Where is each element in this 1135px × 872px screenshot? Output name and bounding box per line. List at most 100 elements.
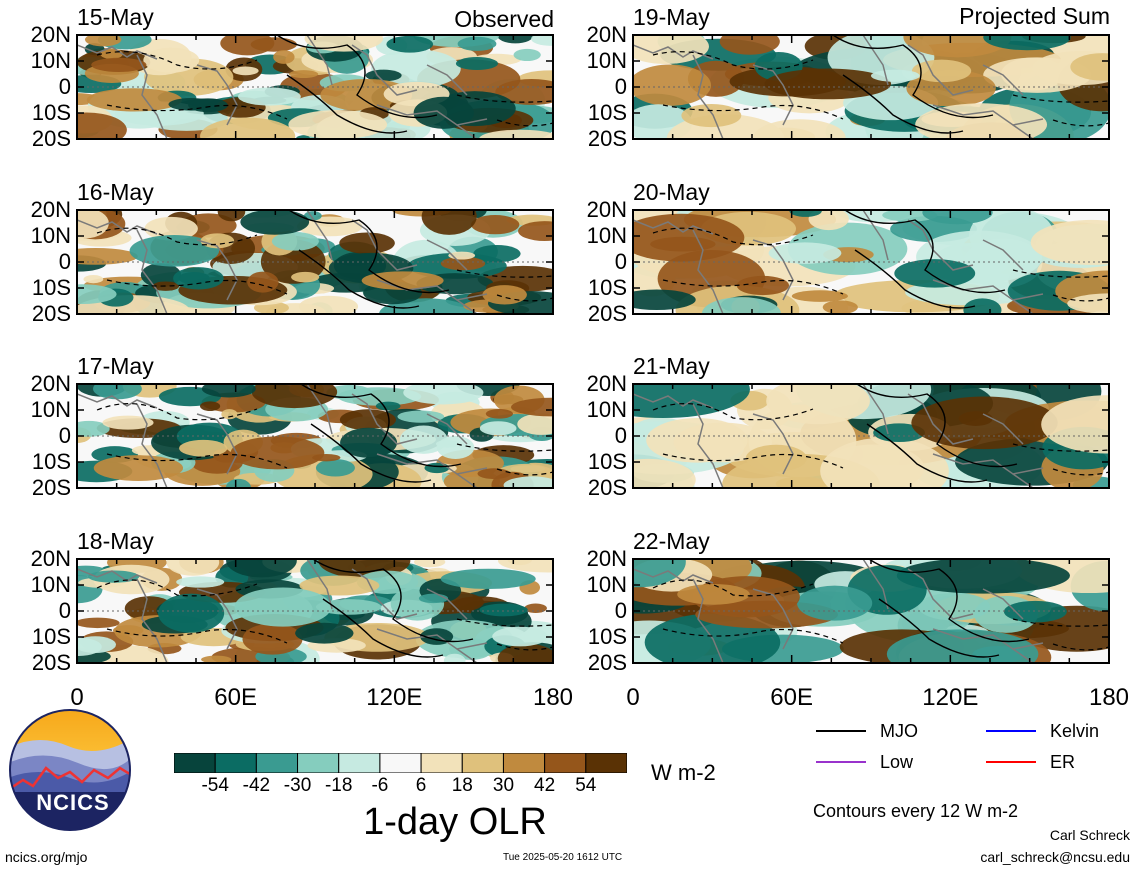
olr-anomaly-blob bbox=[1030, 219, 1109, 265]
olr-anomaly-blob bbox=[83, 275, 104, 284]
coastline bbox=[862, 384, 889, 435]
olr-anomaly-blob bbox=[894, 259, 976, 288]
legend-swatch bbox=[816, 730, 866, 732]
olr-anomaly-blob bbox=[221, 409, 238, 420]
colorbar-swatch bbox=[297, 753, 340, 773]
negative-contour bbox=[106, 628, 288, 644]
olr-map-panel bbox=[76, 383, 554, 489]
olr-anomaly-blob bbox=[820, 437, 949, 488]
coastline bbox=[932, 453, 1044, 475]
olr-anomaly-blob bbox=[736, 275, 789, 296]
olr-anomaly-blob bbox=[77, 617, 120, 629]
y-tick-label: 20S bbox=[31, 475, 71, 500]
coastline bbox=[426, 588, 468, 620]
olr-anomaly-blob bbox=[479, 129, 553, 139]
x-tick-label: 180 bbox=[532, 684, 574, 711]
y-tick-label: 0 bbox=[58, 74, 71, 99]
coastline bbox=[77, 219, 158, 235]
coastline bbox=[136, 578, 168, 663]
olr-anomaly-blob bbox=[84, 35, 122, 47]
y-tick-label: 20S bbox=[31, 301, 71, 326]
olr-anomaly-blob bbox=[271, 232, 319, 251]
mjo-contour bbox=[842, 74, 964, 134]
olr-anomaly-blob bbox=[421, 210, 477, 235]
y-tick-label: 10S bbox=[31, 624, 71, 649]
olr-anomaly-blob bbox=[220, 35, 275, 56]
olr-anomaly-blob bbox=[473, 244, 521, 263]
coastline bbox=[136, 229, 168, 314]
panel-date-label: 15-May bbox=[77, 4, 154, 30]
panel-date-label: 19-May bbox=[633, 4, 710, 30]
negative-contour bbox=[1052, 643, 1109, 651]
olr-anomaly-blob bbox=[436, 435, 475, 460]
panel-date-label: 16-May bbox=[77, 179, 154, 205]
negative-contour bbox=[662, 279, 844, 295]
mjo-contour bbox=[298, 249, 420, 309]
olr-anomaly-blob bbox=[455, 57, 499, 70]
colorbar-label: 18 bbox=[451, 775, 473, 796]
mjo-contour bbox=[310, 423, 432, 483]
coastline bbox=[196, 413, 238, 475]
y-tick-label: 10N bbox=[30, 48, 71, 73]
y-tick-label: 0 bbox=[58, 598, 71, 623]
panel-date-label: 21-May bbox=[633, 353, 710, 379]
y-tick-label: 20N bbox=[586, 22, 627, 47]
coastline bbox=[306, 384, 333, 435]
coastline bbox=[692, 54, 724, 139]
negative-contour bbox=[662, 628, 844, 644]
olr-anomaly-blob bbox=[511, 397, 553, 417]
legend-swatch bbox=[986, 730, 1036, 732]
olr-map-panel bbox=[632, 558, 1110, 664]
olr-anomaly-blob bbox=[77, 420, 110, 437]
olr-anomaly-blob bbox=[397, 410, 445, 423]
olr-anomaly-blob bbox=[886, 629, 1039, 663]
olr-anomaly-blob bbox=[503, 476, 553, 488]
colorbar-label: 42 bbox=[534, 775, 556, 796]
olr-anomaly-blob bbox=[77, 284, 117, 305]
olr-anomaly-blob bbox=[457, 36, 497, 51]
olr-anomaly-blob bbox=[91, 57, 147, 73]
olr-anomaly-blob bbox=[200, 401, 221, 411]
olr-map-panel bbox=[632, 34, 1110, 140]
olr-anomaly-blob bbox=[144, 216, 198, 241]
y-tick-label: 10S bbox=[587, 100, 627, 125]
coastline bbox=[77, 568, 158, 584]
olr-anomaly-blob bbox=[915, 103, 1047, 139]
colorbar-label: -30 bbox=[283, 775, 312, 796]
coastline bbox=[136, 403, 168, 488]
coastline bbox=[752, 239, 794, 301]
author-name: Carl Schreck bbox=[1049, 827, 1130, 843]
olr-anomaly-blob bbox=[633, 289, 696, 310]
olr-anomaly-blob bbox=[497, 643, 553, 663]
y-tick-label: 0 bbox=[614, 249, 627, 274]
colorbar-swatch bbox=[174, 753, 216, 773]
contour-note: Contours every 12 W m-2 bbox=[813, 801, 1019, 821]
coastline bbox=[633, 393, 714, 409]
olr-anomaly-blob bbox=[200, 233, 235, 249]
y-tick-label: 20N bbox=[30, 371, 71, 396]
olr-anomaly-blob bbox=[403, 384, 484, 405]
olr-anomaly-blob bbox=[291, 271, 320, 283]
olr-anomaly-blob bbox=[753, 119, 846, 139]
colorbar-label: -6 bbox=[371, 775, 389, 796]
olr-anomaly-blob bbox=[289, 70, 319, 79]
coastline bbox=[752, 64, 794, 126]
olr-anomaly-blob bbox=[77, 247, 138, 265]
mjo-contour bbox=[868, 559, 1030, 643]
y-tick-label: 0 bbox=[58, 423, 71, 448]
negative-contour bbox=[496, 468, 553, 476]
chart-title: 1-day OLR bbox=[363, 801, 547, 843]
y-tick-label: 20S bbox=[31, 126, 71, 151]
x-tick-label: 180 bbox=[1088, 684, 1130, 711]
negative-contour bbox=[1052, 294, 1109, 302]
olr-anomaly-blob bbox=[497, 559, 553, 573]
mjo-contour bbox=[312, 559, 474, 643]
olr-anomaly-blob bbox=[471, 215, 520, 235]
coastline bbox=[862, 210, 889, 261]
y-tick-label: 10S bbox=[31, 275, 71, 300]
coastline bbox=[376, 104, 488, 126]
negative-contour bbox=[1012, 269, 1109, 278]
olr-anomaly-blob bbox=[766, 384, 870, 425]
legend-label: Low bbox=[880, 752, 914, 772]
olr-anomaly-blob bbox=[201, 384, 256, 398]
